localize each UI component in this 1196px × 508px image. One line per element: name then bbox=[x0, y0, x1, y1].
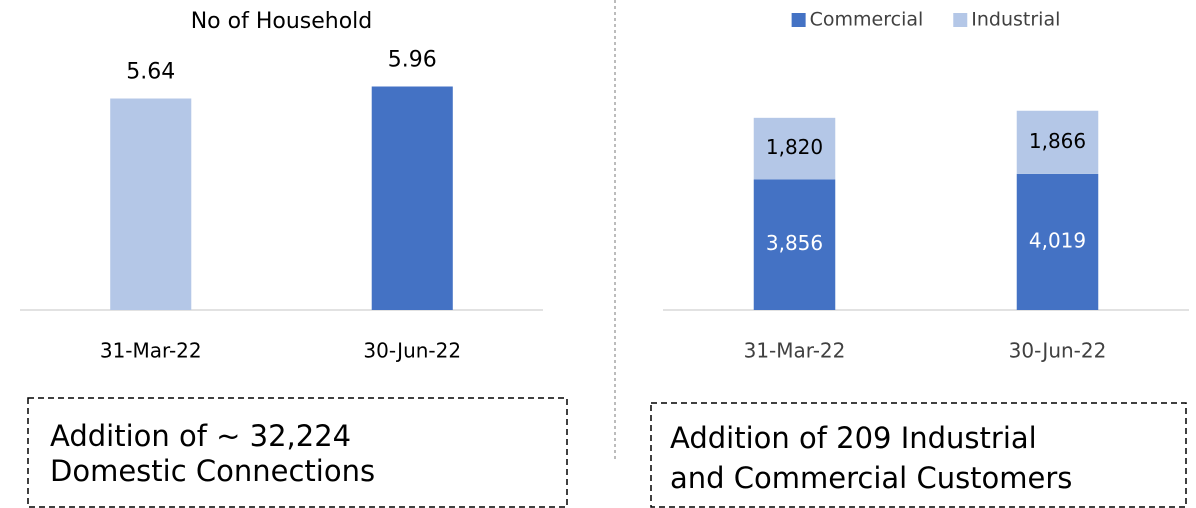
bar-segment bbox=[1016, 110, 1099, 174]
data-label: 1,820 bbox=[766, 135, 823, 159]
data-label: 4,019 bbox=[1029, 228, 1086, 252]
x-tick-label: 30-Jun-22 bbox=[363, 339, 461, 363]
legend-swatch bbox=[791, 13, 806, 27]
bar-segment bbox=[1016, 173, 1099, 310]
legend-label: Industrial bbox=[971, 9, 1060, 31]
x-tick-label: 31-Mar-22 bbox=[100, 339, 202, 363]
bar bbox=[371, 86, 453, 310]
data-label: 1,866 bbox=[1029, 129, 1086, 153]
bar-segment bbox=[753, 179, 836, 310]
annotation-box bbox=[650, 402, 1187, 508]
annotation: Addition of ~ 32,224 bbox=[50, 419, 351, 453]
bar bbox=[110, 98, 192, 310]
chart-title: No of Household bbox=[191, 9, 373, 34]
bar-segment bbox=[753, 117, 836, 180]
annotation: Domestic Connections bbox=[50, 454, 375, 488]
annotation: and Commercial Customers bbox=[670, 461, 1072, 495]
annotation-box bbox=[27, 397, 568, 508]
legend-swatch bbox=[953, 13, 968, 27]
annotation: Addition of 209 Industrial bbox=[670, 421, 1037, 455]
data-label: 5.96 bbox=[388, 48, 437, 73]
x-tick-label: 30-Jun-22 bbox=[1009, 339, 1107, 363]
data-label: 5.64 bbox=[126, 60, 175, 85]
legend-label: Commercial bbox=[810, 9, 924, 31]
x-tick-label: 31-Mar-22 bbox=[744, 339, 846, 363]
data-label: 3,856 bbox=[766, 231, 823, 255]
